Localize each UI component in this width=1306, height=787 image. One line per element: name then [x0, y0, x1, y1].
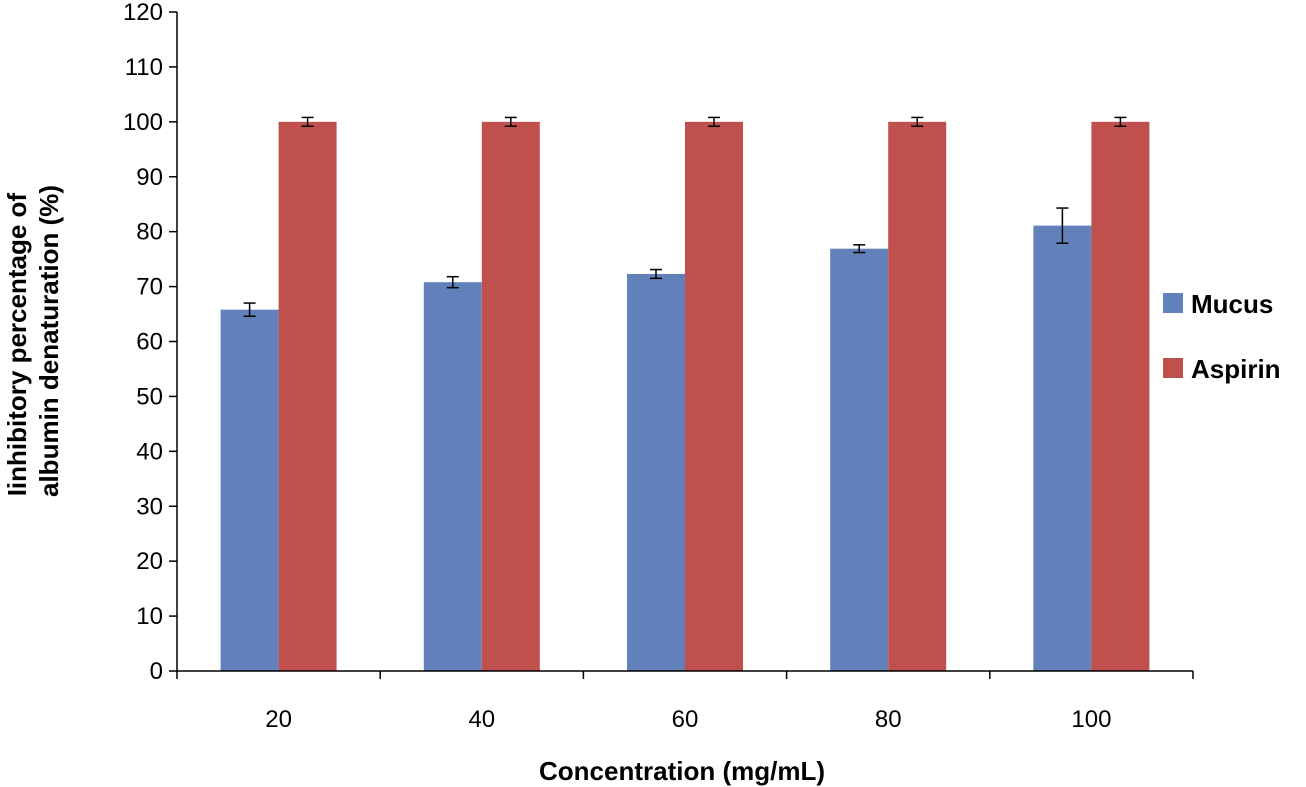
y-axis-title-line-1: Iinhibitory percentage of [2, 193, 32, 497]
bar-mucus [830, 248, 889, 671]
bar-aspirin [1091, 121, 1150, 672]
x-tick-label: 40 [468, 706, 495, 733]
x-tick-label: 20 [265, 706, 292, 733]
bar-aspirin [888, 121, 947, 672]
legend-label-aspirin: Aspirin [1191, 354, 1281, 384]
bar-mucus [1033, 225, 1092, 671]
x-axis-title: Concentration (mg/mL) [539, 756, 825, 786]
y-tick-label: 80 [136, 219, 163, 246]
bar-aspirin [278, 121, 337, 672]
x-tick-label: 80 [875, 706, 902, 733]
x-tick-label: 100 [1071, 706, 1111, 733]
legend-swatch-aspirin [1163, 358, 1183, 378]
y-tick-label: 50 [136, 383, 163, 410]
y-tick-label: 40 [136, 438, 163, 465]
bar-aspirin [685, 121, 743, 672]
y-axis-title: Iinhibitory percentage of albumin denatu… [2, 185, 64, 497]
y-tick-label: 90 [136, 164, 163, 191]
y-tick-label: 30 [136, 493, 163, 520]
y-tick-label: 100 [123, 109, 163, 136]
y-axis-title-line-2: albumin denaturation (%) [34, 185, 64, 497]
legend: Mucus Aspirin [1163, 289, 1281, 384]
bar-mucus [423, 282, 482, 671]
y-tick-label: 70 [136, 274, 163, 301]
y-tick-label: 20 [136, 548, 163, 575]
y-tick-label: 60 [136, 329, 163, 356]
y-tick-label: 10 [136, 603, 163, 630]
bars-layer [220, 121, 1150, 672]
x-tick-label: 60 [672, 706, 699, 733]
bar-aspirin [481, 121, 540, 672]
x-ticks-layer: 20 40 60 80 100 [176, 671, 1194, 733]
legend-label-mucus: Mucus [1191, 289, 1273, 319]
error-bars-layer [243, 116, 1127, 317]
bar-mucus [220, 309, 279, 671]
y-tick-label: 0 [150, 658, 163, 685]
y-ticks-layer: 0 10 20 30 40 50 60 70 80 90 100 110 120 [123, 0, 177, 685]
y-tick-label: 110 [125, 54, 163, 81]
y-tick-label: 120 [123, 0, 163, 26]
bar-mucus [627, 273, 685, 671]
legend-swatch-mucus [1163, 293, 1183, 313]
